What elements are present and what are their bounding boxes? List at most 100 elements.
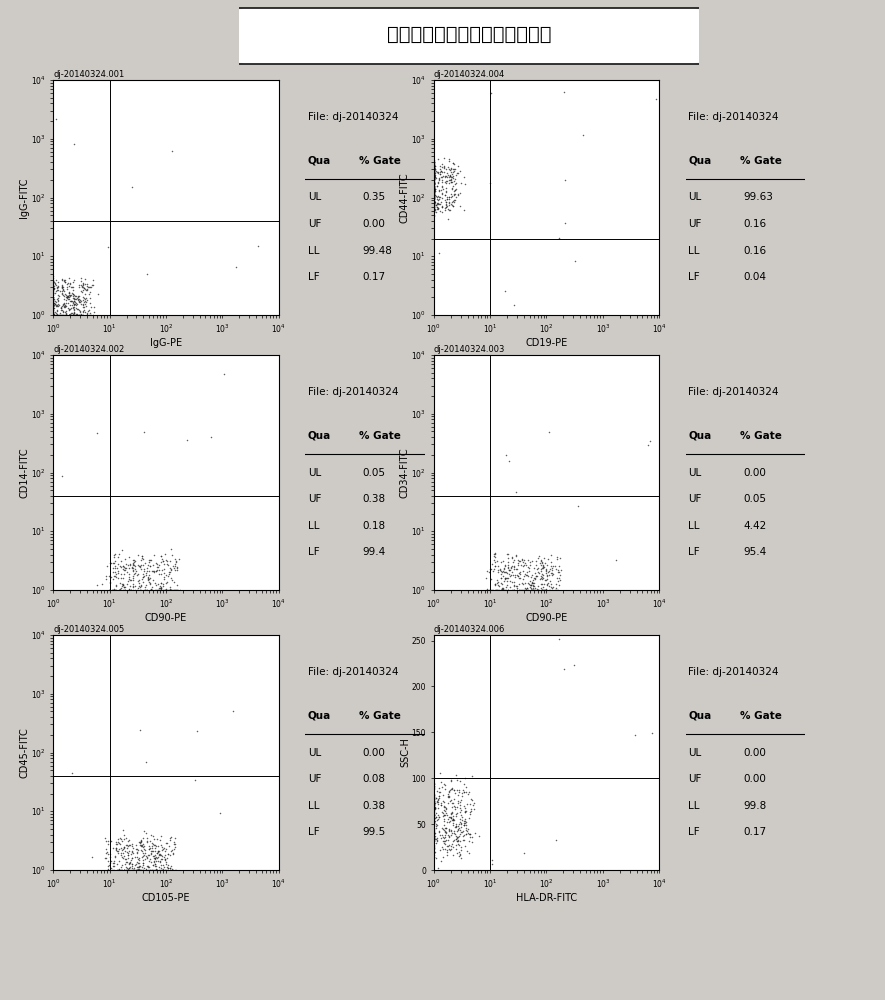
Point	[50, 305, 64, 321]
Point	[428, 183, 442, 199]
Point	[131, 859, 145, 875]
Point	[163, 862, 177, 878]
Point	[50, 287, 65, 303]
Point	[141, 858, 155, 874]
Point	[454, 175, 468, 191]
Point	[427, 182, 441, 198]
Point	[76, 307, 90, 323]
Point	[465, 791, 479, 807]
Point	[165, 143, 179, 159]
Point	[157, 561, 171, 577]
Point	[427, 185, 441, 201]
Point	[157, 849, 171, 865]
Point	[54, 300, 68, 316]
Point	[146, 857, 160, 873]
Point	[78, 276, 92, 292]
Point	[450, 829, 464, 845]
Point	[159, 859, 173, 875]
Point	[155, 848, 169, 864]
Point	[447, 798, 461, 814]
Point	[124, 572, 138, 588]
Point	[457, 817, 471, 833]
Point	[144, 563, 158, 579]
Point	[148, 843, 162, 859]
Point	[427, 787, 441, 803]
Point	[427, 798, 441, 814]
Point	[435, 787, 450, 803]
Text: 0.08: 0.08	[363, 774, 386, 784]
Point	[68, 300, 82, 316]
Point	[543, 582, 558, 598]
Point	[76, 282, 90, 298]
Point	[440, 814, 454, 830]
Point	[433, 203, 447, 219]
Point	[146, 563, 160, 579]
Point	[428, 202, 442, 218]
Point	[523, 554, 537, 570]
Point	[428, 813, 442, 829]
Point	[518, 566, 532, 582]
Y-axis label: CD14-FITC: CD14-FITC	[19, 447, 29, 498]
Point	[142, 567, 157, 583]
Point	[55, 286, 69, 302]
Point	[168, 556, 182, 572]
Point	[114, 845, 128, 861]
Point	[531, 582, 545, 598]
Point	[458, 804, 472, 820]
Point	[442, 197, 456, 213]
Point	[427, 176, 441, 192]
Point	[118, 579, 132, 595]
Point	[495, 576, 509, 592]
Y-axis label: SSC-H: SSC-H	[400, 738, 410, 767]
Point	[150, 559, 164, 575]
Point	[114, 553, 128, 569]
Point	[154, 860, 168, 876]
Point	[507, 574, 521, 590]
Point	[131, 547, 145, 563]
Point	[427, 174, 441, 190]
Text: Qua: Qua	[689, 156, 712, 166]
Point	[100, 833, 114, 849]
Point	[427, 196, 441, 212]
Point	[454, 842, 468, 858]
Point	[135, 836, 150, 852]
Text: % Gate: % Gate	[359, 711, 401, 721]
Point	[449, 828, 463, 844]
Point	[103, 857, 117, 873]
Point	[136, 569, 150, 585]
Point	[479, 570, 493, 586]
Point	[142, 552, 156, 568]
Point	[496, 564, 511, 580]
Point	[485, 852, 499, 868]
Point	[427, 833, 441, 849]
Point	[427, 168, 441, 184]
Point	[535, 567, 550, 583]
Point	[463, 806, 477, 822]
Point	[105, 582, 119, 598]
Point	[465, 829, 479, 845]
Point	[515, 551, 529, 567]
Point	[458, 784, 473, 800]
Point	[67, 305, 81, 321]
Point	[141, 572, 155, 588]
Point	[427, 806, 441, 822]
Point	[444, 180, 458, 196]
Point	[121, 573, 135, 589]
Point	[55, 280, 69, 296]
Point	[525, 582, 539, 598]
Point	[536, 550, 550, 566]
Point	[427, 167, 441, 183]
Point	[147, 853, 161, 869]
Text: dj-20140324.006: dj-20140324.006	[434, 625, 505, 634]
Point	[228, 259, 242, 275]
Point	[450, 165, 464, 181]
Point	[143, 840, 158, 856]
Point	[457, 817, 471, 833]
Point	[110, 862, 124, 878]
Point	[145, 582, 159, 598]
Point	[141, 830, 155, 846]
Point	[429, 831, 443, 847]
Point	[122, 832, 136, 848]
Point	[511, 555, 525, 571]
Point	[79, 293, 93, 309]
